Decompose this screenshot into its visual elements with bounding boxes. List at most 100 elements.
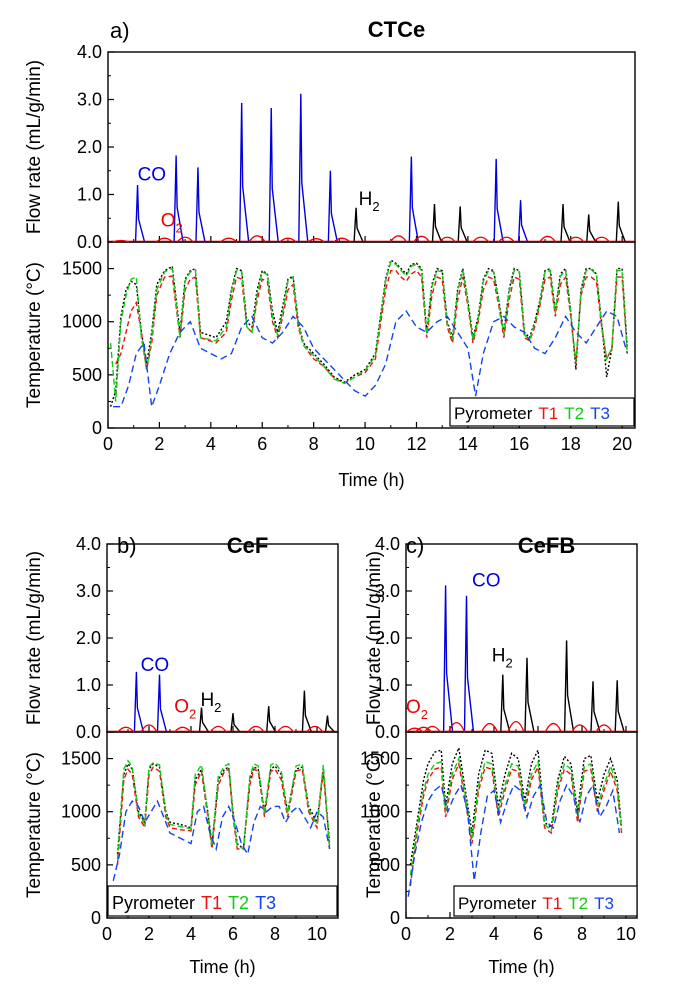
flow-peak-co	[517, 200, 529, 243]
flow-ytick-label: 1.0	[76, 675, 101, 695]
panel-1: b) CeF 0.0 1.0 2.0 3.0 4.0 0 500 1000 1500 0 2 4 6 8 10 T…	[24, 533, 339, 977]
temp-series-pyrometer	[409, 745, 623, 866]
flow-annotation: O2	[406, 697, 428, 722]
flow-annotation: CO	[472, 570, 501, 591]
temp-y-axis-label: Temperature (°C)	[364, 752, 385, 898]
flow-peak-co	[133, 671, 145, 733]
flow-ytick-label: 0.0	[77, 232, 102, 252]
flow-annotation: H2	[359, 189, 380, 214]
flow-peak-h2	[590, 681, 601, 733]
flow-ytick-label: 1.0	[77, 185, 102, 205]
flow-peak-o2	[595, 724, 613, 733]
flow-peak-o2	[248, 235, 266, 243]
flow-peak-h2	[614, 680, 625, 733]
flow-ytick-label: 3.0	[77, 90, 102, 110]
xtick-label: 0	[103, 434, 113, 454]
temp-series-t2	[409, 756, 623, 876]
flow-ytick-label: 1.0	[375, 675, 400, 695]
xtick-label: 6	[533, 924, 543, 944]
temperature-plot-frame	[106, 731, 339, 919]
flow-annotation: O2	[174, 696, 196, 721]
legend: Pyrometer T1 T2 T3	[112, 893, 276, 913]
panel-label: b)	[117, 533, 137, 558]
flow-peak-co	[134, 184, 146, 243]
flow-annotation: H2	[492, 646, 513, 671]
chart-title: CTCe	[368, 17, 425, 42]
flow-peak-h2	[198, 707, 210, 733]
x-axis-label: Time (h)	[488, 957, 554, 977]
xtick-label: 2	[445, 924, 455, 944]
flow-ytick-label: 2.0	[375, 628, 400, 648]
temperature-plot-frame	[405, 731, 638, 919]
temp-series-t1	[409, 761, 623, 887]
flow-peak-o2	[507, 721, 525, 733]
flow-peak-h2	[324, 715, 336, 733]
flow-annotation: CO	[141, 655, 170, 676]
flow-peak-h2	[500, 674, 511, 733]
flow-peak-h2	[266, 706, 277, 733]
panel-label: a)	[110, 18, 130, 43]
flow-peak-o2	[140, 724, 158, 733]
flow-peak-o2	[448, 721, 466, 733]
temp-ytick-label: 1500	[61, 749, 101, 769]
panel-0: a) CTCe 0.0 1.0 2.0 3.0 4.0 0 500 1000 1500 0 2 4 6 8 10…	[24, 17, 636, 490]
flow-peak-h2	[457, 206, 468, 243]
flow-peak-o2	[571, 724, 589, 733]
flow-y-axis-label: Flow rate (mL/g/min)	[24, 551, 45, 725]
flow-annotation: H2	[200, 690, 221, 715]
flow-peak-h2	[615, 201, 626, 243]
xtick-label: 14	[458, 434, 478, 454]
temp-ytick-label: 0	[92, 418, 102, 438]
xtick-label: 4	[206, 434, 216, 454]
temp-ytick-label: 0	[390, 908, 400, 928]
xtick-label: 10	[355, 434, 375, 454]
xtick-label: 16	[509, 434, 529, 454]
flow-peak-co	[195, 167, 206, 243]
flow-peak-h2	[563, 640, 575, 733]
flow-ytick-label: 4.0	[76, 534, 101, 554]
flow-peak-co	[442, 585, 454, 733]
flow-peak-co	[156, 674, 168, 733]
xtick-label: 8	[577, 924, 587, 944]
flow-peak-o2	[209, 725, 227, 733]
legend: Pyrometer T1 T2 T3	[454, 404, 610, 423]
flow-peak-h2	[431, 203, 443, 243]
x-axis-label: Time (h)	[338, 470, 404, 490]
xtick-label: 10	[616, 924, 636, 944]
xtick-label: 8	[309, 434, 319, 454]
flow-peak-o2	[276, 725, 295, 733]
xtick-label: 18	[561, 434, 581, 454]
flow-ytick-label: 3.0	[76, 581, 101, 601]
flow-y-axis-label: Flow rate (mL/g/min)	[364, 551, 385, 725]
temp-ytick-label: 500	[72, 365, 102, 385]
xtick-label: 0	[102, 924, 112, 944]
xtick-label: 4	[489, 924, 499, 944]
flow-peak-co	[327, 170, 339, 243]
flow-peak-h2	[301, 690, 313, 733]
xtick-label: 6	[228, 924, 238, 944]
legend-box	[107, 885, 338, 917]
temp-ytick-label: 1500	[62, 259, 102, 279]
legend-box	[449, 397, 635, 427]
legend-box	[453, 885, 638, 917]
legend: Pyrometer T1 T2 T3	[458, 894, 614, 913]
xtick-label: 8	[270, 924, 280, 944]
temp-series-t2	[109, 261, 628, 402]
temp-ytick-label: 500	[370, 855, 400, 875]
flow-peak-co	[408, 156, 420, 243]
xtick-label: 12	[406, 434, 426, 454]
xtick-label: 2	[154, 434, 164, 454]
flow-plot-frame	[405, 543, 638, 733]
flow-peak-h2	[586, 214, 597, 243]
flow-peak-o2	[544, 722, 562, 733]
temp-ytick-label: 1000	[62, 312, 102, 332]
temp-series-t3	[113, 309, 628, 408]
xtick-label: 6	[257, 434, 267, 454]
temp-series-t3	[112, 799, 331, 881]
flow-peak-h2	[230, 713, 241, 733]
temp-ytick-label: 1000	[61, 802, 101, 822]
flow-ytick-label: 0.0	[76, 722, 101, 742]
xtick-label: 0	[401, 924, 411, 944]
flow-ytick-label: 2.0	[76, 628, 101, 648]
